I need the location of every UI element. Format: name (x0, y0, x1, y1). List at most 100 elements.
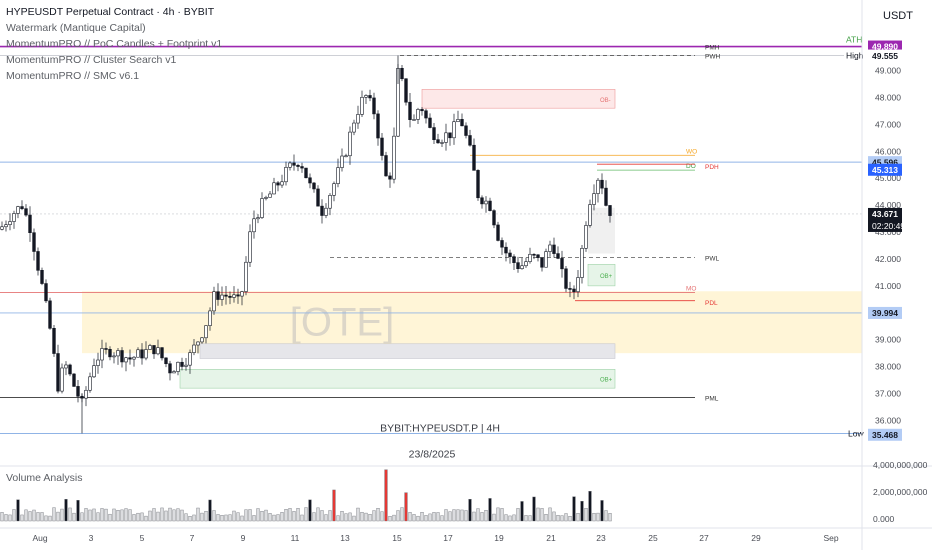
volume-bar (60, 508, 64, 522)
price-axis-tick: 46.000 (875, 146, 901, 156)
price-axis-tick: 48.000 (875, 92, 901, 102)
ob-plus-zone-upper (587, 264, 616, 287)
volume-bar (52, 507, 56, 522)
volume-bar (216, 514, 220, 522)
time-axis-label: 5 (140, 533, 145, 543)
volume-bar (608, 513, 612, 522)
candle-body (556, 253, 560, 259)
candle-body (204, 325, 208, 339)
volume-title[interactable]: Volume Analysis (6, 472, 83, 484)
candle-body (440, 142, 444, 144)
volume-bar (324, 514, 328, 522)
volume-bar (68, 507, 72, 522)
volume-axis-tick: 4,000,000,000 (873, 460, 928, 470)
volume-bar (516, 508, 520, 522)
time-axis-label: 11 (291, 533, 300, 543)
candle-body (564, 268, 568, 289)
candle-body (212, 291, 216, 312)
volume-bar (104, 508, 108, 522)
volume-bar (140, 512, 144, 522)
volume-bar (16, 499, 20, 522)
volume-bar (396, 510, 400, 522)
candle-body (352, 122, 356, 133)
pwh-label: PWH (705, 54, 720, 61)
volume-bar (520, 501, 524, 522)
volume-bar (424, 515, 428, 522)
time-axis-label: 3 (89, 533, 94, 543)
volume-bar (280, 512, 284, 522)
volume-bar (176, 508, 180, 522)
candle-body (104, 348, 108, 350)
ath-label: ATH (846, 35, 862, 45)
volume-bar (72, 512, 76, 522)
level-c-badge-bg (868, 306, 902, 319)
indicator-poc-candles[interactable]: MomentumPRO // PoC Candles + Footprint v… (6, 38, 223, 50)
time-axis-label: 23 (596, 533, 606, 543)
volume-bar (8, 514, 12, 522)
time-axis-label: 25 (648, 533, 658, 543)
volume-bar (200, 512, 204, 522)
volume-bar (564, 513, 568, 522)
candle-body (412, 119, 416, 121)
currency-button[interactable]: USDT (883, 10, 913, 22)
volume-bar (108, 513, 112, 522)
volume-bar (452, 509, 456, 522)
candle-body (488, 200, 492, 211)
volume-bar (184, 513, 188, 522)
candle-body (340, 155, 344, 168)
volume-bar (124, 508, 128, 522)
volume-bar (476, 508, 480, 522)
candle-body (368, 95, 372, 99)
volume-bar (460, 509, 464, 522)
volume-bar (40, 512, 44, 522)
candle-body (296, 164, 300, 167)
indicator-smc[interactable]: MomentumPRO // SMC v6.1 (6, 70, 140, 82)
candle-body (224, 294, 228, 297)
high-label: High (846, 51, 864, 61)
candle-body (468, 135, 472, 146)
volume-axis-tick: 0.000 (873, 514, 895, 524)
volume-bar (408, 512, 412, 522)
volume-bar (196, 507, 200, 522)
candle-body (124, 357, 128, 363)
volume-bar (288, 508, 292, 522)
candle-body (152, 345, 156, 355)
volume-bar (412, 514, 416, 522)
volume-bar (36, 512, 40, 522)
wo-label: WO (686, 148, 697, 155)
candle-body (172, 371, 176, 374)
candle-body (356, 114, 360, 124)
volume-bar (404, 492, 408, 522)
volume-bar (444, 509, 448, 522)
volume-bar (360, 511, 364, 522)
candle-body (60, 367, 64, 392)
candle-body (460, 119, 464, 127)
volume-bar (260, 511, 264, 522)
indicator-cluster-search[interactable]: MomentumPRO // Cluster Search v1 (6, 54, 177, 66)
volume-bar (84, 508, 88, 522)
volume-bar (188, 516, 192, 522)
candle-body (304, 167, 308, 179)
candle-body (16, 206, 20, 214)
volume-bar (116, 510, 120, 522)
level-b-badge: 45.313 (872, 165, 898, 175)
candle-body (276, 182, 280, 186)
indicator-watermark[interactable]: Watermark (Mantique Capital) (6, 22, 146, 34)
candle-body (76, 386, 80, 397)
volume-bar (400, 507, 404, 522)
candle-body (308, 177, 312, 184)
candle-body (128, 357, 132, 360)
volume-bar (160, 507, 164, 522)
candle-body (312, 182, 316, 190)
candle-body (424, 110, 428, 119)
volume-bar (300, 514, 304, 522)
volume-bar (356, 507, 360, 522)
candle-body (300, 166, 304, 169)
volume-bar (472, 511, 476, 522)
candle-body (584, 225, 588, 249)
chart-title[interactable]: HYPEUSDT Perpetual Contract · 4h · BYBIT (6, 6, 215, 18)
volume-bar (268, 513, 272, 522)
candle-body (512, 256, 516, 263)
